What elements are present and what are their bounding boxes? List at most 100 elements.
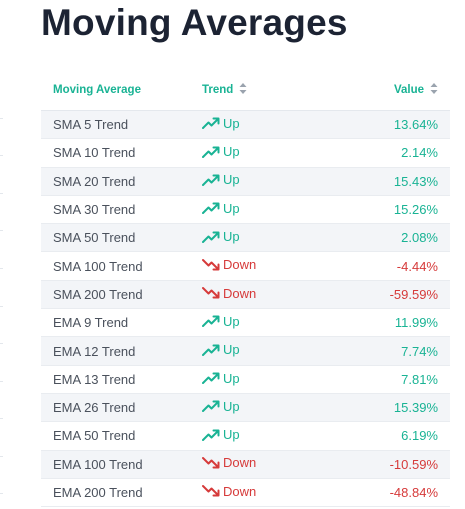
moving-average-name: SMA 10 Trend bbox=[41, 138, 190, 168]
trend-cell: Down bbox=[190, 251, 352, 281]
moving-average-name: EMA 26 Trend bbox=[41, 393, 190, 423]
trend-label: Down bbox=[223, 483, 257, 499]
trend-indicator: Up bbox=[202, 116, 240, 131]
trend-indicator: Up bbox=[202, 399, 240, 414]
value-cell: 2.08% bbox=[352, 223, 450, 253]
trend-label: Up bbox=[223, 172, 240, 188]
trend-cell: Up bbox=[190, 195, 352, 225]
value-cell: -4.44% bbox=[352, 251, 450, 281]
column-header-value[interactable]: Value bbox=[352, 70, 450, 111]
moving-average-name: SMA 200 Trend bbox=[41, 280, 190, 310]
edge-tick bbox=[0, 418, 3, 419]
trend-indicator: Up bbox=[202, 172, 240, 187]
edge-tick bbox=[0, 118, 3, 119]
trend-indicator: Down bbox=[202, 455, 256, 470]
trend-indicator: Down bbox=[202, 484, 256, 499]
table-row: EMA 12 Trend Up 7.74% bbox=[41, 336, 450, 366]
table-row: EMA 200 Trend Down -48.84% bbox=[41, 478, 450, 508]
trend-label: Down bbox=[223, 285, 257, 301]
trend-label: Up bbox=[223, 342, 240, 358]
sort-icon[interactable] bbox=[430, 83, 438, 95]
trending-up-icon bbox=[202, 174, 220, 186]
trending-down-icon bbox=[202, 287, 220, 299]
moving-average-name: SMA 50 Trend bbox=[41, 223, 190, 253]
trend-indicator: Up bbox=[202, 371, 240, 386]
trend-label: Up bbox=[223, 115, 240, 131]
moving-averages-table: Moving Average Trend Value SMA 5 Trend Up… bbox=[41, 70, 450, 508]
moving-average-name: EMA 12 Trend bbox=[41, 336, 190, 366]
trending-up-icon bbox=[202, 315, 220, 328]
value-cell: 7.81% bbox=[352, 365, 450, 394]
trend-indicator: Up bbox=[202, 342, 240, 357]
table-row: SMA 10 Trend Up 2.14% bbox=[41, 138, 450, 168]
trend-cell: Up bbox=[190, 167, 352, 196]
trending-up-icon bbox=[202, 400, 220, 413]
table-row: SMA 20 Trend Up 15.43% bbox=[41, 167, 450, 196]
column-header-trend[interactable]: Trend bbox=[190, 70, 352, 111]
trend-label: Up bbox=[223, 200, 240, 216]
trend-label: Down bbox=[223, 455, 257, 471]
trend-indicator: Up bbox=[202, 427, 240, 442]
trend-label: Up bbox=[223, 427, 240, 443]
trending-down-icon bbox=[202, 485, 220, 497]
edge-tick bbox=[0, 193, 3, 194]
trend-cell: Up bbox=[190, 393, 352, 423]
value-cell: 7.74% bbox=[352, 336, 450, 366]
edge-tick bbox=[0, 268, 3, 269]
value-cell: -48.84% bbox=[352, 478, 450, 508]
edge-tick bbox=[0, 155, 3, 156]
trend-cell: Up bbox=[190, 421, 352, 451]
value-cell: 13.64% bbox=[352, 110, 450, 140]
table-row: EMA 50 Trend Up 6.19% bbox=[41, 421, 450, 451]
value-cell: 15.26% bbox=[352, 195, 450, 225]
moving-average-name: SMA 30 Trend bbox=[41, 195, 190, 225]
table-row: SMA 5 Trend Up 13.64% bbox=[41, 110, 450, 140]
table-row: SMA 30 Trend Up 15.26% bbox=[41, 195, 450, 225]
trending-up-icon bbox=[202, 429, 220, 441]
moving-average-name: EMA 9 Trend bbox=[41, 308, 190, 338]
value-cell: 11.99% bbox=[352, 308, 450, 338]
trend-label: Up bbox=[223, 229, 240, 245]
trend-cell: Up bbox=[190, 138, 352, 168]
table-row: EMA 9 Trend Up 11.99% bbox=[41, 308, 450, 338]
moving-average-name: EMA 200 Trend bbox=[41, 478, 190, 508]
trending-up-icon bbox=[202, 146, 220, 158]
trending-down-icon bbox=[202, 456, 220, 469]
sort-icon[interactable] bbox=[239, 83, 247, 95]
value-cell: 15.39% bbox=[352, 393, 450, 423]
trend-indicator: Up bbox=[202, 314, 240, 329]
trending-up-icon bbox=[202, 344, 220, 356]
column-header-label: Trend bbox=[202, 84, 234, 96]
trend-cell: Up bbox=[190, 308, 352, 338]
trend-cell: Down bbox=[190, 450, 352, 479]
trend-cell: Down bbox=[190, 478, 352, 508]
value-cell: -59.59% bbox=[352, 280, 450, 310]
edge-tick bbox=[0, 381, 3, 382]
column-header-label: Value bbox=[393, 84, 424, 96]
trending-up-icon bbox=[202, 117, 220, 130]
table-row: SMA 50 Trend Up 2.08% bbox=[41, 223, 450, 253]
table-row: SMA 100 Trend Down -4.44% bbox=[41, 251, 450, 281]
column-header-label: Moving Average bbox=[53, 84, 141, 96]
moving-average-name: EMA 13 Trend bbox=[41, 365, 190, 394]
trend-indicator: Down bbox=[202, 286, 256, 301]
trend-cell: Down bbox=[190, 280, 352, 310]
page-title: Moving Averages bbox=[41, 2, 348, 43]
trend-cell: Up bbox=[190, 336, 352, 366]
trend-label: Up bbox=[223, 370, 240, 386]
edge-tick bbox=[0, 343, 3, 344]
trend-cell: Up bbox=[190, 365, 352, 394]
trend-label: Up bbox=[223, 398, 240, 414]
trend-indicator: Down bbox=[202, 257, 256, 272]
edge-tick bbox=[0, 306, 3, 307]
moving-average-name: SMA 20 Trend bbox=[41, 167, 190, 196]
edge-tick bbox=[0, 493, 3, 494]
trend-label: Up bbox=[223, 144, 240, 160]
column-header-moving-average: Moving Average bbox=[41, 70, 190, 111]
table-row: EMA 26 Trend Up 15.39% bbox=[41, 393, 450, 423]
trend-label: Up bbox=[223, 313, 240, 329]
value-cell: 15.43% bbox=[352, 167, 450, 196]
table-row: SMA 200 Trend Down -59.59% bbox=[41, 280, 450, 310]
trending-up-icon bbox=[202, 202, 220, 215]
moving-average-name: SMA 5 Trend bbox=[41, 110, 190, 140]
